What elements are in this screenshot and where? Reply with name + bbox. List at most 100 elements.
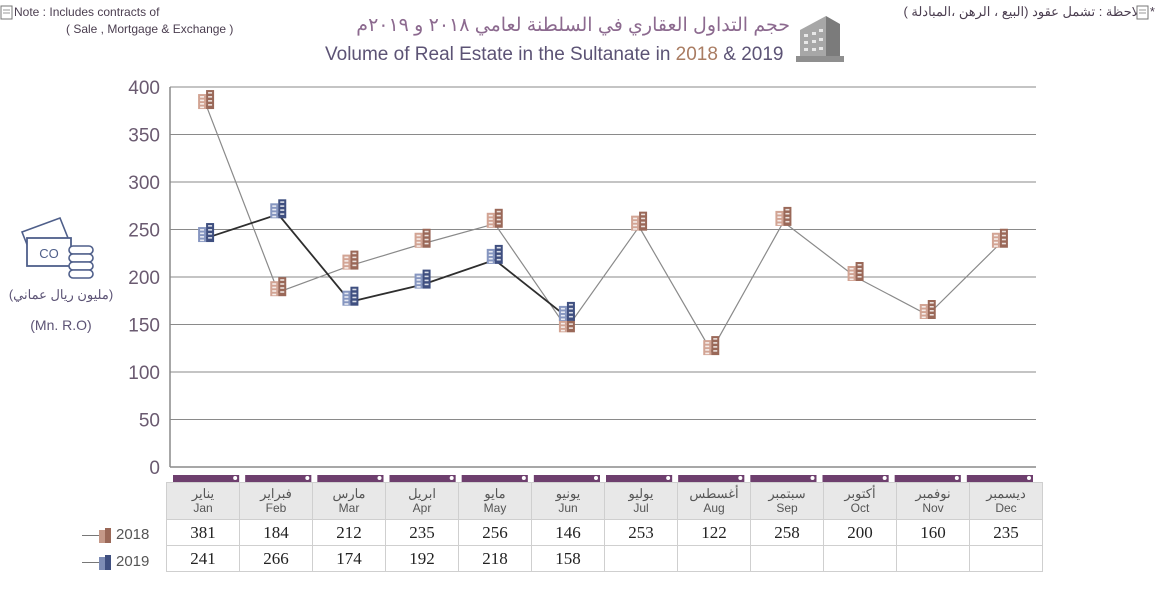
marker-window bbox=[208, 225, 213, 227]
note-arabic: * ملاحظة : تشمل عقود (البيع ، الرهن ،الم… bbox=[903, 4, 1155, 19]
note-english: * Note : Includes contracts of ( Sale , … bbox=[6, 4, 233, 38]
marker-window bbox=[921, 306, 926, 308]
marker-window bbox=[568, 315, 573, 318]
month-header-bar bbox=[533, 475, 600, 482]
marker-window bbox=[713, 350, 718, 352]
marker-window bbox=[496, 222, 501, 225]
marker-window bbox=[921, 316, 926, 319]
table-cell: 241 bbox=[166, 545, 240, 572]
marker-window bbox=[496, 258, 501, 261]
month-header-bar bbox=[822, 475, 889, 482]
legend-label-2018: 2018 bbox=[116, 526, 150, 543]
marker-window bbox=[777, 223, 782, 225]
title-year-a: 2018 bbox=[675, 44, 718, 65]
building-marker-left bbox=[342, 290, 351, 306]
table-cell: 200 bbox=[823, 519, 897, 546]
month-label-english: Sep bbox=[776, 501, 798, 515]
month-header-cell: أكتوبر Oct bbox=[823, 482, 897, 520]
marker-window bbox=[496, 254, 501, 257]
table-cell: 235 bbox=[385, 519, 459, 546]
marker-window bbox=[560, 307, 565, 310]
marker-window bbox=[352, 292, 357, 295]
marker-window bbox=[344, 260, 349, 262]
month-header-bar bbox=[461, 475, 528, 482]
table-cell: 258 bbox=[750, 519, 824, 546]
marker-window bbox=[641, 217, 646, 220]
header-bar-pin bbox=[305, 476, 310, 480]
marker-window bbox=[488, 254, 493, 256]
marker-window bbox=[568, 327, 573, 329]
table-cell: 218 bbox=[458, 545, 532, 572]
marker-window bbox=[633, 228, 638, 230]
marker-window bbox=[416, 286, 421, 288]
month-label-arabic: أكتوبر bbox=[844, 486, 876, 501]
data-table: يناير Jan فبراير Feb مارس Mar ابريل Apr مايو May ي… bbox=[166, 482, 1043, 572]
marker-window bbox=[488, 250, 493, 253]
month-label-english: Mar bbox=[338, 501, 360, 515]
marker-window bbox=[344, 263, 349, 266]
marker-window bbox=[208, 233, 213, 235]
marker-window bbox=[416, 238, 421, 240]
marker-window bbox=[200, 96, 205, 98]
marker-window bbox=[488, 225, 493, 227]
data-point-2019 bbox=[342, 286, 359, 306]
building-marker-right bbox=[422, 228, 431, 248]
marker-window bbox=[993, 241, 998, 244]
marker-window bbox=[424, 283, 429, 286]
marker-window bbox=[993, 234, 998, 237]
month-label-arabic: يناير bbox=[191, 486, 215, 501]
data-point-2018 bbox=[486, 208, 503, 228]
month-header-cell: مارس Mar bbox=[312, 482, 386, 520]
building-marker-left bbox=[991, 232, 1000, 248]
building-marker-left bbox=[414, 273, 423, 289]
marker-window bbox=[568, 307, 573, 310]
marker-window bbox=[568, 323, 573, 325]
legend-label-2019: 2019 bbox=[116, 553, 150, 570]
y-tick-label: 100 bbox=[128, 363, 160, 384]
building-marker-left bbox=[919, 304, 928, 319]
marker-window bbox=[416, 241, 421, 244]
marker-window bbox=[560, 326, 565, 328]
marker-window bbox=[280, 213, 285, 215]
title-year-b: 2019 bbox=[741, 44, 784, 65]
marker-window bbox=[280, 209, 285, 211]
month-label-arabic: مارس bbox=[332, 486, 366, 501]
marker-window bbox=[272, 208, 277, 211]
data-point-2018 bbox=[342, 250, 359, 270]
marker-window bbox=[352, 264, 357, 267]
documents-note-icon bbox=[1136, 5, 1149, 20]
month-label-arabic: سبتمبر bbox=[768, 486, 806, 501]
building-marker-right bbox=[494, 208, 503, 228]
marker-window bbox=[424, 238, 429, 241]
marker-window bbox=[352, 260, 357, 263]
marker-window bbox=[200, 229, 205, 231]
marker-window bbox=[705, 345, 710, 348]
month-header-cell: أغسطس Aug bbox=[677, 482, 751, 520]
marker-window bbox=[705, 349, 710, 351]
building-marker-left bbox=[198, 227, 207, 243]
building-marker-left bbox=[631, 215, 640, 231]
building-marker-right bbox=[711, 336, 720, 356]
marker-window bbox=[280, 283, 285, 285]
svg-text:CO: CO bbox=[39, 246, 59, 261]
table-cell: 160 bbox=[896, 519, 970, 546]
table-cell: 158 bbox=[531, 545, 605, 572]
marker-window bbox=[496, 214, 501, 217]
marker-window bbox=[705, 352, 710, 355]
money-icon: CO bbox=[20, 216, 94, 279]
month-header-cell: سبتمبر Sep bbox=[750, 482, 824, 520]
building-marker-left bbox=[270, 203, 279, 219]
marker-window bbox=[488, 221, 493, 224]
month-header-cell: فبراير Feb bbox=[239, 482, 313, 520]
marker-window bbox=[416, 275, 421, 278]
month-header-bar bbox=[966, 475, 1033, 482]
marker-window bbox=[993, 238, 998, 240]
month-label-english: Jun bbox=[558, 501, 578, 515]
marker-window bbox=[849, 275, 854, 277]
marker-window bbox=[280, 201, 285, 203]
marker-window bbox=[496, 250, 501, 253]
marker-window bbox=[280, 291, 285, 293]
marker-window bbox=[424, 271, 429, 274]
data-point-2018 bbox=[270, 277, 287, 297]
legend-line-2018 bbox=[82, 534, 104, 536]
